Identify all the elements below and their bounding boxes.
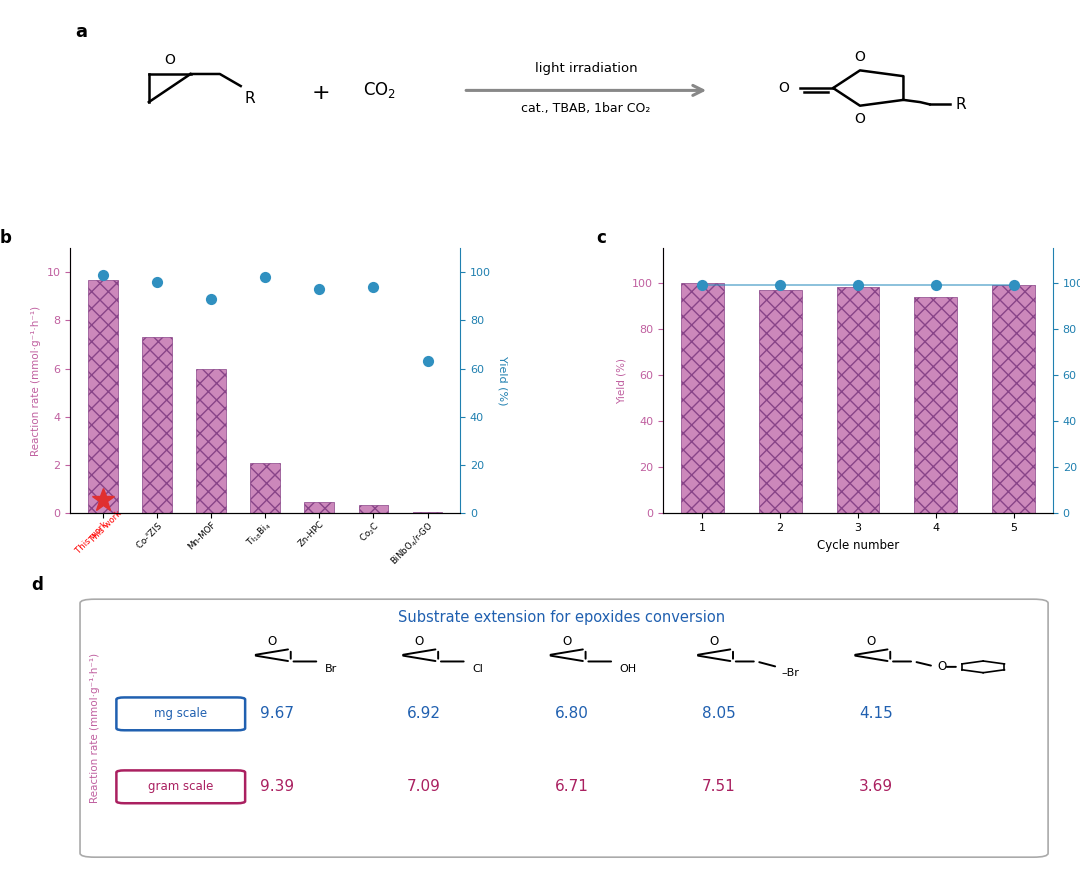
Point bbox=[148, 275, 165, 289]
Text: O: O bbox=[867, 635, 876, 647]
Text: R: R bbox=[956, 97, 967, 112]
Bar bbox=[305, 503, 334, 513]
Point bbox=[849, 278, 866, 292]
Bar bbox=[837, 287, 879, 513]
Bar bbox=[993, 285, 1036, 513]
Text: CO$_2$: CO$_2$ bbox=[363, 81, 396, 101]
Bar bbox=[143, 337, 172, 513]
Text: R: R bbox=[245, 91, 256, 106]
Text: a: a bbox=[76, 24, 87, 41]
Text: O: O bbox=[415, 635, 424, 647]
Bar bbox=[413, 512, 443, 513]
Bar bbox=[680, 283, 724, 513]
Text: 7.09: 7.09 bbox=[407, 780, 441, 795]
Text: This work: This work bbox=[89, 510, 124, 545]
Text: OH: OH bbox=[620, 664, 637, 674]
Text: 3.69: 3.69 bbox=[859, 780, 893, 795]
Text: Reaction rate (mmol·g⁻¹·h⁻¹): Reaction rate (mmol·g⁻¹·h⁻¹) bbox=[90, 653, 99, 803]
Bar bbox=[915, 297, 957, 513]
Bar bbox=[758, 290, 801, 513]
Y-axis label: Yield (%): Yield (%) bbox=[617, 357, 626, 404]
Text: O: O bbox=[710, 635, 719, 647]
Point bbox=[419, 355, 436, 369]
Bar bbox=[359, 505, 389, 513]
Text: O: O bbox=[854, 50, 865, 64]
Point bbox=[94, 268, 111, 282]
Text: 8.05: 8.05 bbox=[702, 706, 735, 721]
Text: d: d bbox=[31, 576, 43, 594]
Text: 6.92: 6.92 bbox=[407, 706, 441, 721]
Text: c: c bbox=[596, 229, 607, 247]
Text: b: b bbox=[0, 229, 12, 247]
Point bbox=[928, 278, 945, 292]
Text: –Br: –Br bbox=[782, 668, 799, 678]
Bar bbox=[251, 463, 280, 513]
Text: 4.15: 4.15 bbox=[860, 706, 893, 721]
Point bbox=[202, 292, 219, 306]
X-axis label: Cycle number: Cycle number bbox=[816, 539, 900, 552]
Text: O: O bbox=[164, 53, 175, 67]
Point bbox=[257, 270, 274, 284]
Text: 7.51: 7.51 bbox=[702, 780, 735, 795]
Y-axis label: Yield (%): Yield (%) bbox=[498, 356, 508, 406]
Bar bbox=[87, 280, 118, 513]
Point bbox=[311, 282, 328, 296]
Text: 6.71: 6.71 bbox=[554, 780, 589, 795]
Text: cat., TBAB, 1bar CO₂: cat., TBAB, 1bar CO₂ bbox=[522, 102, 651, 116]
Text: gram scale: gram scale bbox=[148, 781, 214, 794]
Text: Substrate extension for epoxides conversion: Substrate extension for epoxides convers… bbox=[399, 610, 725, 625]
Text: mg scale: mg scale bbox=[154, 707, 207, 720]
Text: 6.80: 6.80 bbox=[554, 706, 589, 721]
Text: O: O bbox=[562, 635, 571, 647]
Text: Br: Br bbox=[325, 664, 337, 674]
Bar bbox=[197, 369, 226, 513]
Text: O: O bbox=[779, 81, 789, 95]
Point bbox=[365, 279, 382, 293]
Text: light irradiation: light irradiation bbox=[535, 62, 637, 74]
Y-axis label: Reaction rate (mmol·g⁻¹·h⁻¹): Reaction rate (mmol·g⁻¹·h⁻¹) bbox=[31, 306, 41, 456]
Text: O: O bbox=[854, 112, 865, 126]
Point bbox=[1005, 278, 1023, 292]
Point bbox=[693, 278, 711, 292]
Text: O: O bbox=[267, 635, 276, 647]
Text: 9.39: 9.39 bbox=[259, 780, 294, 795]
Text: +: + bbox=[311, 82, 330, 102]
Text: Cl: Cl bbox=[472, 664, 483, 674]
Text: 9.67: 9.67 bbox=[259, 706, 294, 721]
Point bbox=[771, 278, 788, 292]
Text: O: O bbox=[937, 661, 947, 674]
